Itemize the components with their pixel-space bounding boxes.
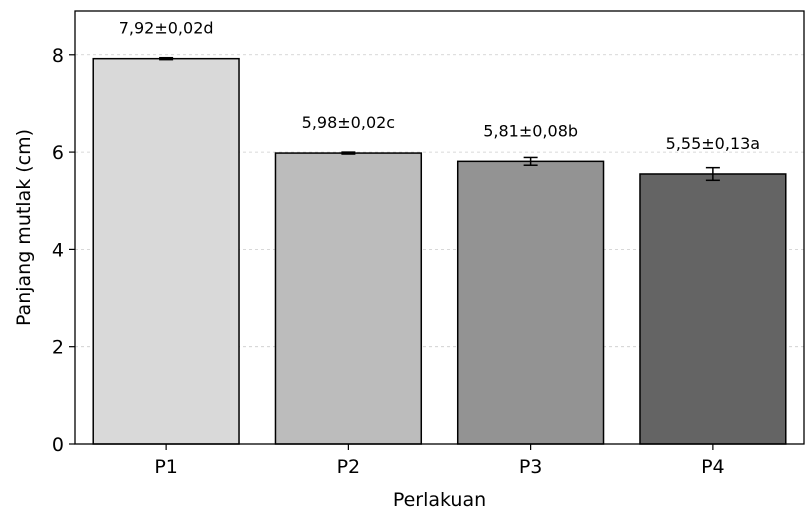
x-axis-label: Perlakuan bbox=[393, 489, 486, 511]
error-bars-group bbox=[159, 56, 720, 182]
y-axis-label: Panjang mutlak (cm) bbox=[13, 129, 35, 326]
bars-group bbox=[92, 57, 787, 445]
y-tick-label: 6 bbox=[52, 142, 64, 164]
data-label-p3: 5,81±0,08b bbox=[483, 121, 578, 140]
bar-p3 bbox=[456, 160, 605, 445]
data-label-p1: 7,92±0,02d bbox=[119, 19, 214, 38]
error-bar-p4 bbox=[705, 166, 720, 182]
plot-frame bbox=[74, 10, 805, 445]
error-bar-p1 bbox=[159, 56, 174, 61]
y-tick-label: 8 bbox=[52, 45, 64, 67]
x-tick-label-p1: P1 bbox=[154, 456, 178, 478]
y-tick-label: 0 bbox=[52, 434, 64, 456]
y-axis-ticks: 0 2 4 6 8 bbox=[52, 45, 75, 456]
data-label-p2: 5,98±0,02c bbox=[302, 113, 395, 132]
error-bar-p3 bbox=[523, 156, 538, 166]
bar-p4 bbox=[639, 173, 787, 445]
error-bar-p2 bbox=[341, 151, 356, 155]
bar-p2 bbox=[274, 152, 423, 445]
bar-p1 bbox=[92, 57, 240, 445]
data-label-p4: 5,55±0,13a bbox=[666, 134, 760, 153]
x-tick-label-p3: P3 bbox=[519, 456, 543, 478]
x-axis-ticks: P1 P2 P3 P4 bbox=[154, 444, 725, 478]
y-tick-label: 2 bbox=[52, 337, 64, 359]
y-tick-label: 4 bbox=[52, 239, 64, 261]
x-tick-label-p4: P4 bbox=[701, 456, 725, 478]
data-labels-group: 7,92±0,02d 5,98±0,02c 5,81±0,08b 5,55±0,13a bbox=[119, 19, 760, 153]
x-tick-label-p2: P2 bbox=[337, 456, 361, 478]
